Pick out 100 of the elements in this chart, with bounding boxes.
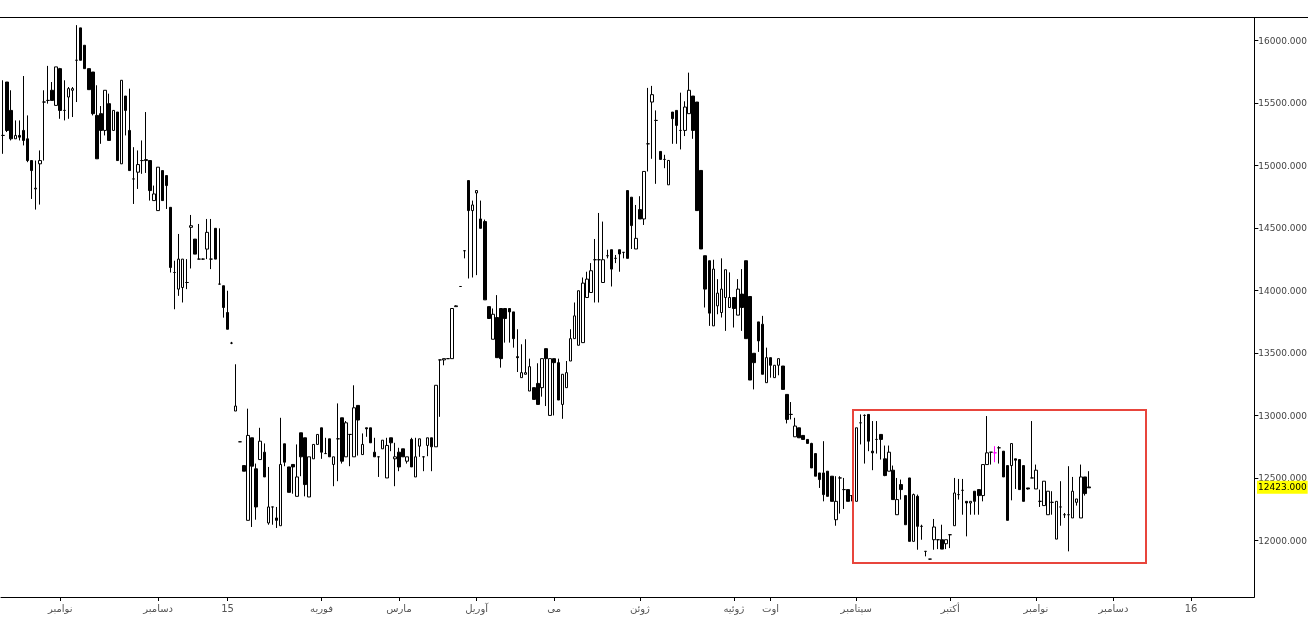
- y-tick-label: 15000.000: [1258, 160, 1308, 171]
- y-tick-label: 12500.000: [1258, 473, 1308, 484]
- candlestick: [822, 440, 825, 502]
- candlestick: [324, 437, 327, 455]
- candlestick: [369, 427, 372, 444]
- candlestick: [1059, 480, 1062, 527]
- y-tick-label: 14500.000: [1258, 223, 1308, 234]
- candlestick: [675, 109, 678, 145]
- candlestick: [581, 276, 585, 344]
- candlestick: [597, 212, 601, 303]
- x-tick-label: ژوئن: [629, 602, 651, 615]
- candlestick: [536, 362, 540, 405]
- candlestick: [450, 308, 454, 360]
- candlestick: [512, 311, 515, 349]
- candlestick: [128, 88, 131, 172]
- candlestick: [997, 445, 1001, 465]
- candlestick: [283, 443, 286, 467]
- candlestick: [132, 146, 135, 205]
- x-tick-label: می: [547, 602, 562, 614]
- candlestick: [552, 358, 556, 416]
- x-tick-label: دسامبر: [142, 602, 174, 614]
- candlestick: [393, 442, 397, 487]
- candlestick: [336, 402, 340, 482]
- x-tick-label: نوامبر: [46, 602, 73, 614]
- candlestick: [120, 79, 123, 165]
- candlestick: [855, 427, 858, 502]
- y-tick-label: 13500.000: [1258, 348, 1308, 359]
- candlestick: [626, 190, 629, 259]
- candlestick: [267, 466, 270, 526]
- candlestick: [920, 524, 923, 541]
- candlestick: [618, 249, 621, 273]
- candlestick: [785, 393, 789, 424]
- candlestick: [667, 159, 670, 186]
- candlestick: [58, 67, 62, 120]
- candlestick: [418, 438, 421, 458]
- candlestick: [965, 500, 968, 537]
- candlestick: [940, 524, 944, 550]
- candlestick: [671, 111, 674, 145]
- x-tick-label: سپتامبر: [839, 602, 872, 615]
- y-tick-label: 15500.000: [1258, 98, 1308, 109]
- candlestick: [385, 437, 389, 479]
- candlestick: [75, 24, 78, 103]
- candlestick: [34, 160, 37, 211]
- x-tick-label: أکتبر: [939, 601, 960, 614]
- candlestick: [932, 518, 936, 551]
- candlestick: [863, 413, 866, 465]
- candlestick: [834, 475, 838, 527]
- candlestick: [961, 478, 964, 516]
- candlestick: [634, 204, 638, 250]
- candlestick: [475, 190, 478, 276]
- candlestick: [156, 166, 160, 212]
- y-tick-label: 14000.000: [1258, 285, 1308, 296]
- candlestick: [871, 420, 874, 471]
- candlestick: [361, 432, 364, 456]
- candlestick: [189, 214, 193, 269]
- candlestick: [169, 206, 172, 273]
- candlestick: [1079, 464, 1083, 519]
- y-tick-label: 13000.000: [1258, 410, 1308, 421]
- candlestick: [1067, 465, 1070, 552]
- candlestick: [642, 170, 646, 226]
- candlestick: [467, 180, 470, 279]
- candlestick: [610, 249, 613, 287]
- candlestick: [957, 478, 960, 501]
- x-tick-label: 16: [1184, 602, 1198, 614]
- candlestick: [659, 150, 662, 160]
- x-tick-label: فوریه: [310, 602, 334, 614]
- candlestick: [234, 363, 237, 412]
- candlestick: [1, 79, 5, 155]
- candlestick: [793, 417, 797, 438]
- candlestick: [948, 534, 952, 549]
- candlestick: [218, 227, 221, 285]
- y-tick-label: 16000.000: [1258, 35, 1308, 46]
- candlestick: [197, 223, 201, 260]
- candlestick: [916, 494, 919, 551]
- candlestick: [377, 456, 380, 478]
- candlestick: [859, 413, 862, 445]
- x-tick-label: آوریل: [465, 601, 490, 615]
- candlestick: [908, 477, 911, 542]
- candlestick: [67, 86, 70, 120]
- x-tick-label: ژوئیه: [723, 602, 745, 615]
- x-tick-label: اوت: [762, 602, 780, 615]
- candlestick: [842, 477, 846, 510]
- candlestick: [712, 259, 715, 327]
- candlestick: [646, 87, 650, 172]
- x-tick-label: دسامبر: [1097, 602, 1129, 614]
- candlestick: [226, 290, 229, 330]
- candlestick: [279, 417, 282, 527]
- candlestick: [63, 79, 66, 121]
- candlestick: [107, 93, 111, 141]
- candlestick: [520, 343, 523, 379]
- candlestick: [654, 109, 658, 185]
- candlestick: [883, 445, 887, 477]
- candlestick: [185, 258, 189, 290]
- candlestick: [320, 427, 323, 460]
- candlestick: [71, 86, 74, 118]
- candlestick: [516, 328, 519, 373]
- candlestick: [953, 477, 956, 527]
- x-tick-label: نوامبر: [1022, 602, 1049, 614]
- candlestick: [993, 445, 997, 463]
- candlestick: [414, 437, 417, 478]
